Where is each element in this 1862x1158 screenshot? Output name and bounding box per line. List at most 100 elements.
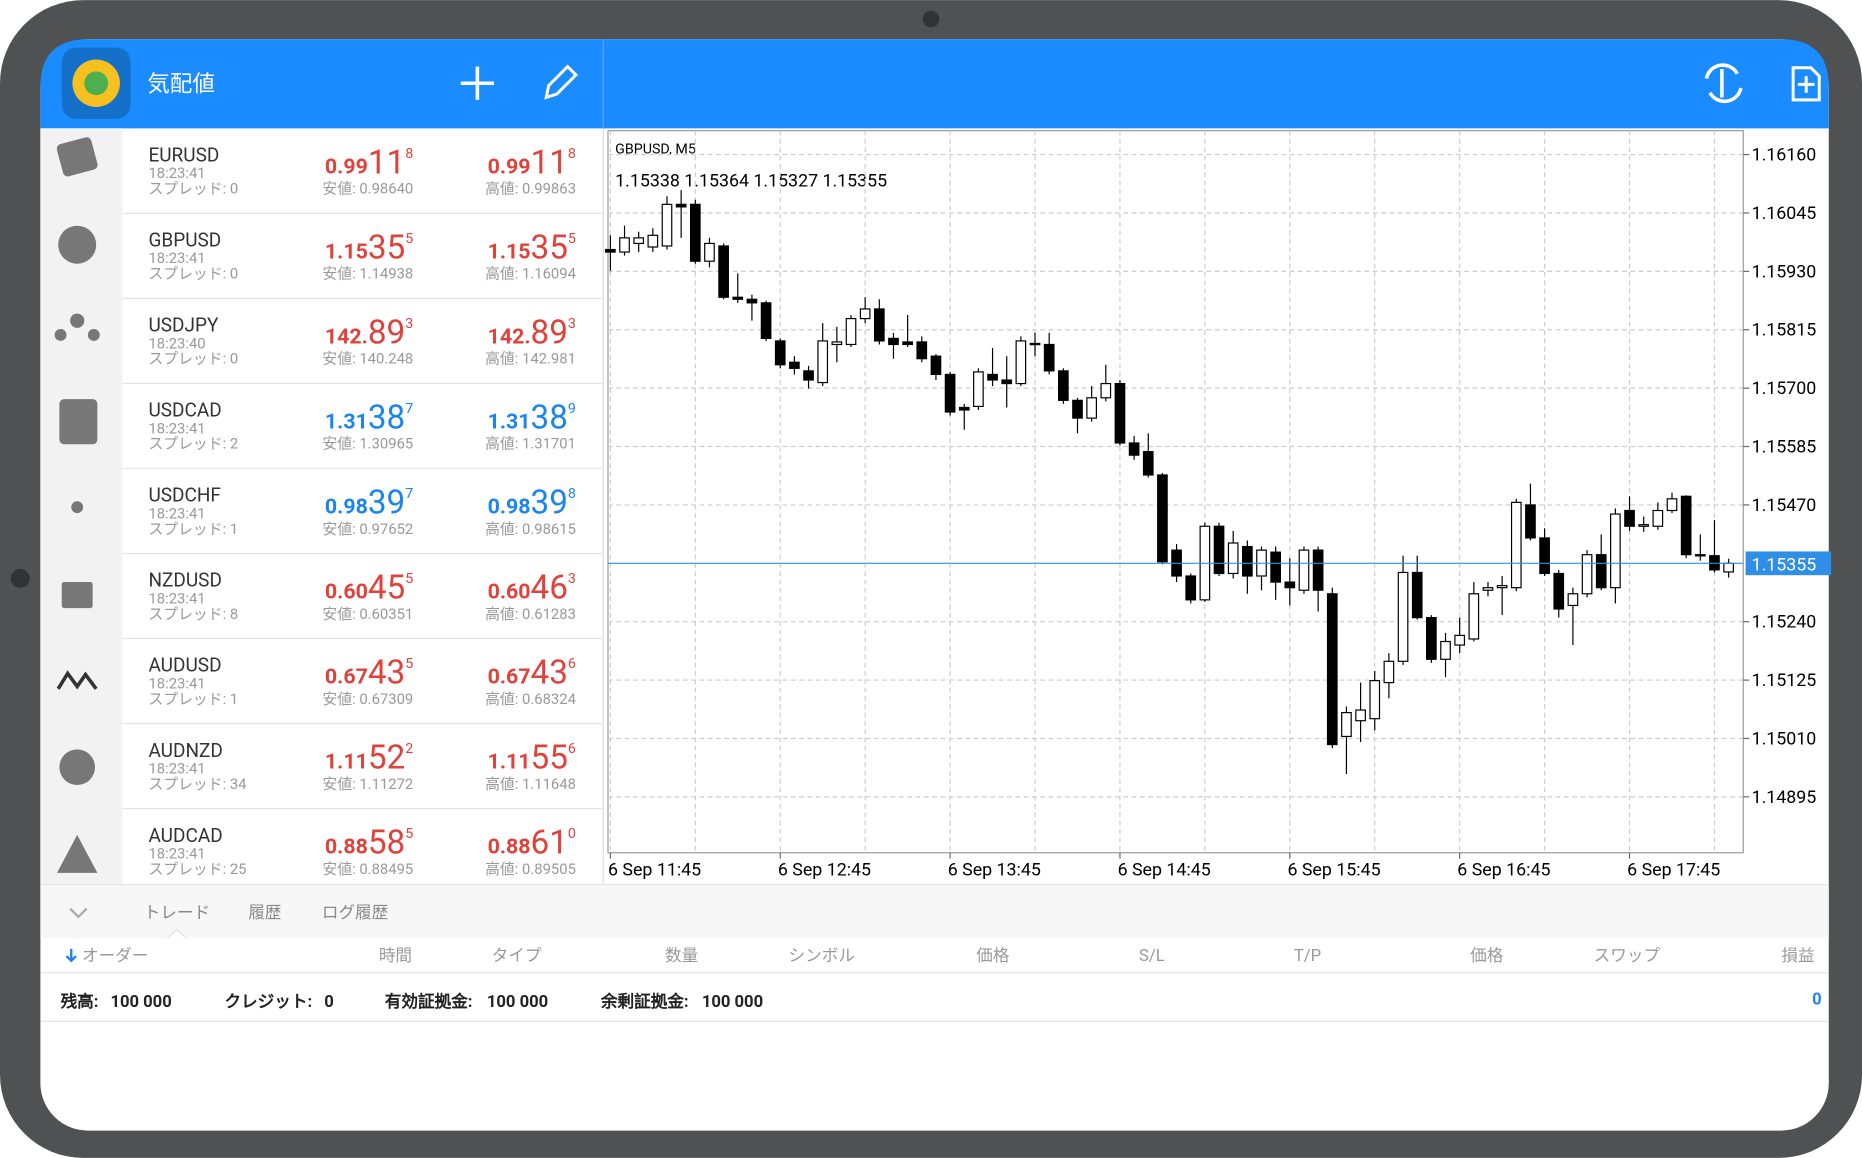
price-big: 39 bbox=[531, 484, 568, 523]
price-prefix: 1.31 bbox=[488, 410, 531, 435]
account-value: 100 000 bbox=[110, 993, 171, 1012]
quote-time: 18:23:41 bbox=[148, 589, 205, 607]
column-header[interactable]: シンボル bbox=[789, 946, 855, 966]
add-button[interactable] bbox=[460, 66, 494, 100]
nav-settings[interactable] bbox=[59, 749, 95, 786]
bid-price: 1.31387 bbox=[325, 399, 413, 438]
column-header[interactable]: S/L bbox=[1139, 947, 1165, 966]
symbol: USDCAD bbox=[148, 399, 221, 422]
tab[interactable]: 履歴 bbox=[248, 904, 281, 923]
high-label: 高値: 0.98615 bbox=[485, 520, 576, 538]
price-sup: 5 bbox=[405, 826, 413, 842]
symbol-button[interactable] bbox=[1704, 63, 1743, 104]
candle-body bbox=[1680, 495, 1692, 556]
camera bbox=[922, 10, 940, 28]
high-label: 高値: 0.89505 bbox=[485, 860, 576, 878]
candle-body bbox=[817, 340, 829, 384]
tab[interactable]: ログ履歴 bbox=[322, 903, 388, 923]
bid-price: 0.99118 bbox=[325, 143, 413, 182]
candle-body bbox=[873, 308, 885, 342]
candle-body bbox=[1242, 545, 1253, 577]
low-label: 安値: 1.30965 bbox=[322, 435, 413, 453]
price-prefix: 0.98 bbox=[488, 495, 531, 520]
column-header[interactable]: 数量 bbox=[665, 946, 698, 966]
nav-market[interactable] bbox=[59, 399, 98, 445]
tab[interactable]: トレード bbox=[144, 904, 210, 923]
candle-body bbox=[1298, 549, 1310, 591]
column-header[interactable]: T/P bbox=[1294, 947, 1321, 966]
nav-community-2[interactable] bbox=[57, 834, 98, 873]
high-label: 高値: 1.16094 bbox=[485, 265, 576, 283]
price-sup: 3 bbox=[405, 316, 413, 332]
nav-journal[interactable] bbox=[61, 581, 93, 609]
column-header[interactable]: オーダー bbox=[82, 946, 148, 966]
quote-time: 18:23:41 bbox=[148, 164, 205, 182]
nav-quotes[interactable] bbox=[56, 136, 99, 177]
column-header[interactable]: タイプ bbox=[492, 946, 542, 966]
price-sup: 7 bbox=[405, 486, 413, 502]
account-label: 残高: bbox=[61, 991, 99, 1012]
column-header[interactable]: 価格 bbox=[976, 946, 1010, 966]
candle-body bbox=[1043, 343, 1055, 372]
candle-body bbox=[1284, 581, 1296, 589]
candle-body bbox=[789, 361, 800, 369]
nav-indicators[interactable] bbox=[56, 670, 98, 690]
app-icon-inner bbox=[84, 71, 109, 96]
collapse-button[interactable] bbox=[69, 907, 88, 919]
nav-chat[interactable] bbox=[58, 225, 97, 264]
column-header[interactable]: 損益 bbox=[1781, 946, 1814, 966]
y-tick-label: 1.16045 bbox=[1752, 203, 1817, 224]
candle-body bbox=[888, 337, 899, 346]
nav-community[interactable] bbox=[70, 313, 85, 328]
sort-arrow[interactable] bbox=[65, 948, 77, 963]
price-prefix: 142. bbox=[325, 325, 368, 350]
price-big: 45 bbox=[368, 569, 405, 608]
price-sup: 8 bbox=[568, 486, 576, 502]
ask-price: 0.99118 bbox=[488, 143, 576, 182]
x-tick-label: 6 Sep 16:45 bbox=[1457, 859, 1550, 880]
candle-body bbox=[1397, 571, 1409, 662]
y-tick-label: 1.15010 bbox=[1752, 728, 1817, 749]
candle-body bbox=[1610, 513, 1621, 589]
ask-price: 1.15355 bbox=[488, 228, 576, 267]
column-header[interactable]: 価格 bbox=[1470, 946, 1504, 966]
ask-price: 0.98398 bbox=[488, 484, 576, 523]
y-tick-label: 1.15815 bbox=[1752, 320, 1817, 341]
candle-body bbox=[1510, 501, 1522, 589]
price-big: 46 bbox=[531, 569, 568, 608]
price-prefix: 0.98 bbox=[325, 495, 368, 520]
y-tick-label: 1.15930 bbox=[1752, 261, 1817, 282]
x-tick-label: 6 Sep 15:45 bbox=[1287, 859, 1380, 880]
new-order-button[interactable] bbox=[1791, 66, 1821, 102]
nav-signals[interactable] bbox=[71, 501, 84, 514]
candle-body bbox=[1355, 709, 1366, 722]
candle-body bbox=[1142, 451, 1154, 476]
price-sup: 7 bbox=[405, 401, 413, 417]
candle-body bbox=[987, 373, 998, 381]
candle-body bbox=[605, 248, 616, 253]
column-header[interactable]: 時間 bbox=[379, 946, 412, 966]
column-header[interactable]: スワップ bbox=[1594, 946, 1661, 966]
x-tick-label: 6 Sep 14:45 bbox=[1118, 859, 1211, 880]
edit-button[interactable] bbox=[544, 64, 579, 100]
candle-body bbox=[1185, 575, 1197, 601]
candle-body bbox=[1341, 711, 1352, 738]
candle-body bbox=[902, 341, 913, 346]
candle-body bbox=[1100, 382, 1112, 399]
candle-body bbox=[1312, 549, 1324, 591]
high-label: 高値: 1.31701 bbox=[485, 435, 576, 453]
price-prefix: 1.31 bbox=[325, 410, 368, 435]
price-prefix: 1.11 bbox=[325, 750, 368, 775]
candle-body bbox=[633, 237, 645, 245]
ask-price: 1.11556 bbox=[488, 739, 576, 778]
symbol: NZDUSD bbox=[148, 569, 221, 592]
